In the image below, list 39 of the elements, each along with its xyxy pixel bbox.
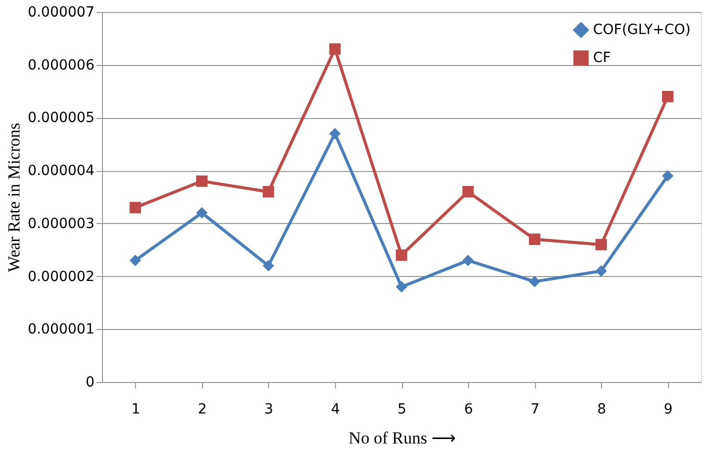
point <box>396 281 408 293</box>
y-tick-label: 0.000001 <box>28 322 94 338</box>
x-tick-label: 3 <box>264 402 274 418</box>
point <box>595 265 607 277</box>
x-tick-label: 9 <box>664 402 673 418</box>
point <box>196 207 208 219</box>
point <box>662 170 674 182</box>
point <box>528 276 540 288</box>
legend-label: COF(GLY+CO) <box>593 22 691 38</box>
point <box>130 254 141 266</box>
legend-label: CF <box>593 50 611 66</box>
point <box>462 254 474 266</box>
point <box>130 202 141 214</box>
y-tick-label: 0 <box>86 374 94 390</box>
point <box>329 128 341 140</box>
y-tick-label: 0.000004 <box>28 163 95 180</box>
point <box>262 260 274 272</box>
x-tick-label: 6 <box>464 402 474 418</box>
x-axis-title: No of Runs ⟶ <box>348 428 456 448</box>
y-tick-label: 0.000005 <box>28 110 94 126</box>
point <box>528 234 540 245</box>
y-tick-label: 0.000002 <box>28 268 94 285</box>
y-tick-label: 0.000006 <box>28 57 95 74</box>
y-tick-label: 0.000003 <box>28 216 94 232</box>
point <box>595 238 607 250</box>
x-tick-label: 5 <box>398 402 406 418</box>
point <box>262 186 274 198</box>
x-tick-label: 8 <box>597 402 606 418</box>
x-tick-label: 7 <box>530 402 540 418</box>
x-tick-label: 1 <box>131 402 140 418</box>
point <box>462 186 474 198</box>
point <box>662 90 674 102</box>
point <box>196 175 208 187</box>
y-axis-title: Wear Rate in Microns <box>4 122 24 272</box>
x-tick-label: 4 <box>330 402 340 418</box>
point <box>329 43 341 55</box>
x-tick-label: 2 <box>198 402 207 418</box>
point <box>396 249 408 261</box>
y-tick-label: 0.000007 <box>28 4 94 20</box>
